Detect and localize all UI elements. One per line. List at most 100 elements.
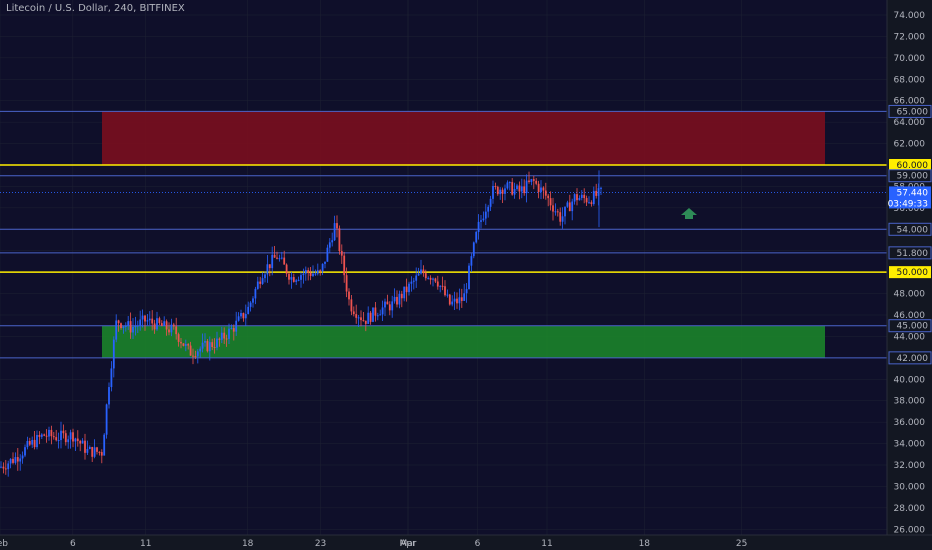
candle-body[interactable]: [520, 186, 523, 192]
candle-body[interactable]: [355, 314, 358, 318]
candle-body[interactable]: [463, 293, 466, 301]
candle-body[interactable]: [223, 332, 226, 339]
candle-body[interactable]: [235, 320, 238, 332]
candle-body[interactable]: [55, 437, 58, 441]
candle-body[interactable]: [398, 293, 401, 305]
candle-body[interactable]: [518, 185, 521, 192]
candle-body[interactable]: [0, 466, 2, 468]
candle-body[interactable]: [98, 451, 101, 453]
candle-body[interactable]: [532, 179, 535, 181]
candles-layer[interactable]: [0, 170, 602, 477]
candle-body[interactable]: [554, 211, 557, 213]
candle-body[interactable]: [112, 339, 115, 369]
candle-body[interactable]: [302, 273, 305, 276]
candle-body[interactable]: [115, 320, 118, 340]
candle-body[interactable]: [556, 211, 559, 213]
candle-body[interactable]: [288, 273, 290, 280]
candle-body[interactable]: [367, 312, 370, 324]
candle-body[interactable]: [564, 206, 566, 217]
candle-body[interactable]: [496, 186, 499, 195]
candle-body[interactable]: [307, 269, 310, 273]
candle-body[interactable]: [465, 289, 468, 294]
candle-body[interactable]: [441, 285, 444, 287]
candle-body[interactable]: [540, 187, 542, 193]
candle-body[interactable]: [312, 273, 314, 276]
candle-body[interactable]: [424, 273, 427, 279]
candle-body[interactable]: [148, 318, 151, 321]
candle-body[interactable]: [410, 281, 413, 284]
candle-body[interactable]: [295, 280, 298, 282]
candle-body[interactable]: [79, 441, 82, 444]
candle-body[interactable]: [160, 323, 163, 326]
candle-body[interactable]: [588, 202, 590, 204]
candle-body[interactable]: [86, 448, 89, 453]
candle-body[interactable]: [132, 326, 134, 333]
candle-body[interactable]: [108, 387, 110, 405]
candle-body[interactable]: [244, 313, 247, 319]
candle-body[interactable]: [484, 211, 487, 219]
candle-body[interactable]: [184, 344, 187, 346]
candle-body[interactable]: [124, 325, 127, 327]
candle-body[interactable]: [494, 186, 497, 188]
candle-body[interactable]: [43, 434, 46, 436]
candle-body[interactable]: [129, 321, 132, 333]
candle-body[interactable]: [480, 220, 482, 222]
candle-body[interactable]: [271, 254, 274, 269]
candle-body[interactable]: [331, 240, 334, 243]
candle-body[interactable]: [376, 315, 379, 317]
candle-body[interactable]: [228, 328, 230, 339]
candle-body[interactable]: [590, 202, 593, 205]
candle-body[interactable]: [76, 438, 79, 442]
candle-body[interactable]: [477, 221, 480, 232]
candle-body[interactable]: [439, 285, 442, 287]
candle-body[interactable]: [592, 190, 595, 205]
candle-body[interactable]: [84, 440, 86, 453]
candle-body[interactable]: [146, 320, 149, 322]
candle-body[interactable]: [568, 202, 571, 212]
candle-body[interactable]: [177, 334, 180, 342]
candle-body[interactable]: [192, 355, 194, 357]
candle-body[interactable]: [127, 321, 130, 326]
candle-body[interactable]: [482, 218, 485, 221]
candle-body[interactable]: [72, 432, 74, 442]
candle-body[interactable]: [9, 458, 12, 464]
candle-body[interactable]: [552, 205, 554, 212]
candle-body[interactable]: [453, 298, 456, 302]
candle-body[interactable]: [7, 463, 10, 470]
candle-body[interactable]: [448, 294, 451, 305]
candle-body[interactable]: [151, 318, 154, 324]
candle-body[interactable]: [360, 317, 362, 321]
candle-body[interactable]: [508, 182, 511, 184]
candle-body[interactable]: [530, 179, 533, 182]
candle-body[interactable]: [396, 296, 398, 305]
candle-body[interactable]: [501, 189, 504, 194]
candle-body[interactable]: [156, 318, 158, 330]
candle-body[interactable]: [600, 187, 602, 189]
candle-body[interactable]: [175, 326, 178, 335]
candle-body[interactable]: [417, 273, 420, 276]
candle-body[interactable]: [319, 270, 322, 272]
candle-body[interactable]: [472, 242, 475, 257]
candle-body[interactable]: [285, 264, 288, 274]
candle-body[interactable]: [451, 301, 454, 305]
candle-body[interactable]: [290, 277, 293, 280]
candle-body[interactable]: [300, 275, 302, 280]
candle-body[interactable]: [120, 323, 122, 329]
candle-body[interactable]: [528, 180, 530, 182]
candle-body[interactable]: [283, 257, 286, 265]
candle-body[interactable]: [141, 315, 144, 320]
candle-body[interactable]: [278, 258, 281, 260]
candle-body[interactable]: [206, 341, 209, 352]
candle-body[interactable]: [19, 458, 22, 462]
candle-body[interactable]: [280, 257, 283, 259]
candle-body[interactable]: [338, 228, 341, 252]
candle-body[interactable]: [576, 194, 578, 201]
candle-body[interactable]: [259, 281, 262, 284]
candle-body[interactable]: [583, 194, 586, 199]
candle-body[interactable]: [314, 273, 317, 275]
candle-body[interactable]: [50, 429, 53, 437]
candle-body[interactable]: [535, 180, 538, 184]
candle-body[interactable]: [81, 440, 84, 444]
candle-body[interactable]: [357, 317, 360, 319]
candle-body[interactable]: [139, 319, 142, 326]
